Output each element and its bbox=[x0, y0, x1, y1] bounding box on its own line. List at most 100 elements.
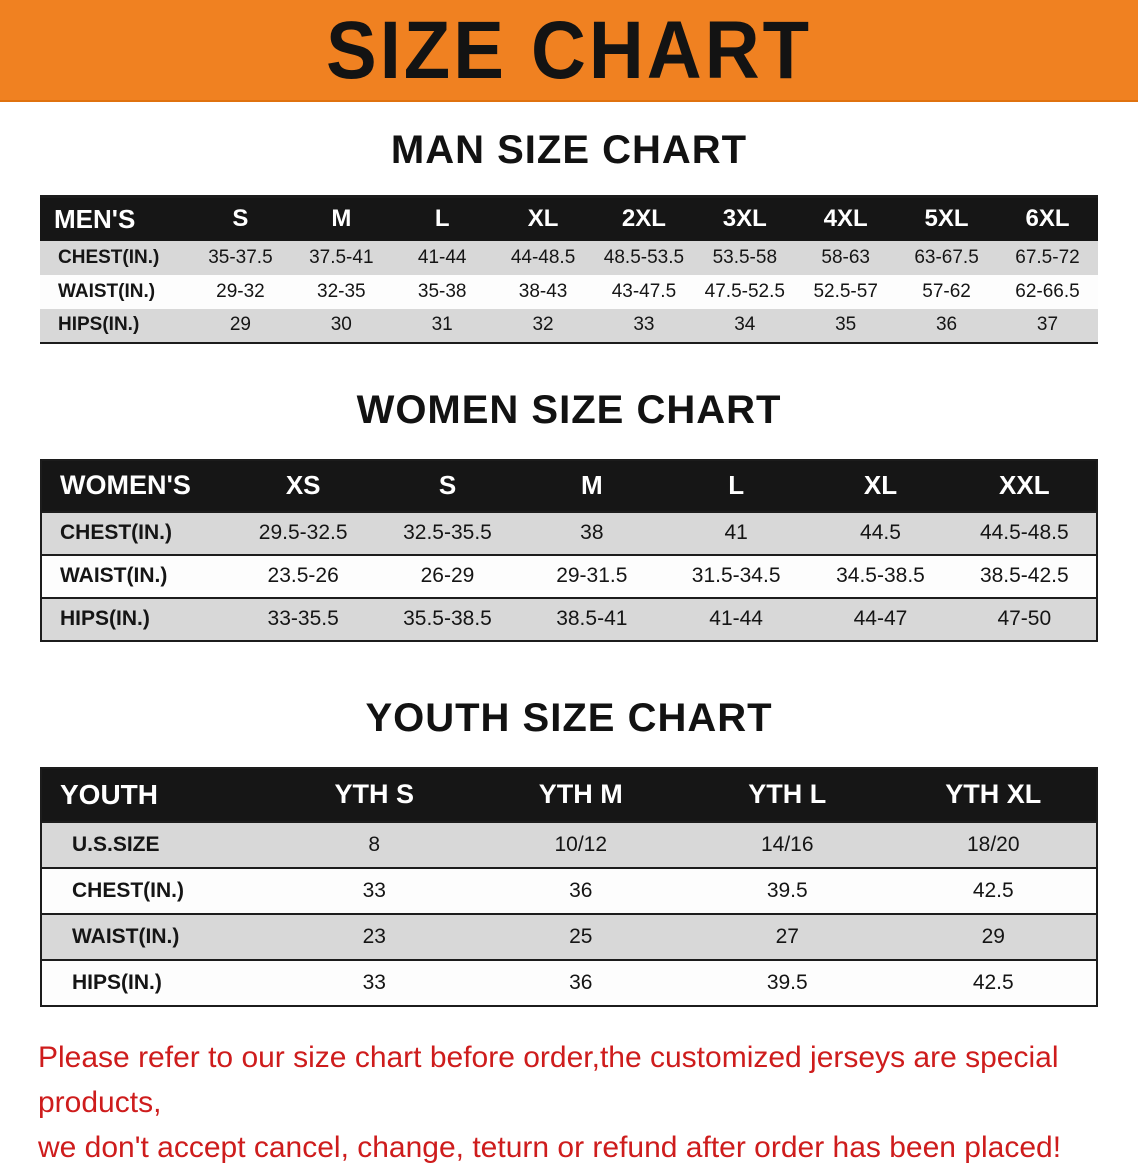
size-value-cell: 29 bbox=[190, 308, 291, 343]
size-value-cell: 26-29 bbox=[375, 553, 520, 598]
size-value-cell: 29.5-32.5 bbox=[231, 510, 376, 555]
size-value-cell: 37.5-41 bbox=[290, 240, 392, 275]
size-value-cell: 23 bbox=[271, 912, 478, 960]
womens-section: WOMEN SIZE CHART WOMEN'S XS S M L XL XXL CHEST(… bbox=[0, 388, 1138, 642]
size-value-cell: 52.5-57 bbox=[795, 274, 897, 309]
size-value-cell: 47-50 bbox=[952, 596, 1097, 641]
size-value-cell: 32 bbox=[492, 308, 594, 343]
table-title-cell: WOMEN'S bbox=[41, 459, 231, 512]
size-value-cell: 57-62 bbox=[896, 274, 997, 309]
size-value-cell: 42.5 bbox=[890, 866, 1097, 914]
size-column-header: YTH S bbox=[271, 767, 478, 822]
size-value-cell: 38 bbox=[519, 510, 664, 555]
disclaimer-line-2: we don't accept cancel, change, teturn o… bbox=[38, 1130, 1062, 1164]
mens-section-heading: MAN SIZE CHART bbox=[390, 128, 748, 172]
size-column-header: 4XL bbox=[795, 196, 897, 241]
size-column-header: 6XL bbox=[997, 196, 1098, 241]
size-column-header: XL bbox=[492, 196, 594, 241]
row-label: WAIST(IN.) bbox=[40, 274, 190, 309]
banner: SIZE CHART bbox=[0, 0, 1138, 102]
size-value-cell: 63-67.5 bbox=[896, 240, 997, 275]
size-value-cell: 31.5-34.5 bbox=[663, 553, 809, 598]
row-label: WAIST(IN.) bbox=[41, 553, 231, 598]
size-value-cell: 29 bbox=[890, 912, 1097, 960]
table-row: CHEST(IN.) 33 36 39.5 42.5 bbox=[41, 866, 1097, 914]
page-title: SIZE CHART bbox=[326, 4, 812, 96]
size-value-cell: 38.5-42.5 bbox=[952, 553, 1097, 598]
size-value-cell: 35-37.5 bbox=[190, 240, 291, 275]
table-header-row: WOMEN'S XS S M L XL XXL bbox=[41, 459, 1097, 512]
table-header-row: MEN'S S M L XL 2XL 3XL 4XL 5XL 6XL bbox=[40, 196, 1098, 241]
size-column-header: M bbox=[519, 459, 664, 512]
disclaimer: Please refer to our size chart before or… bbox=[38, 1035, 1100, 1170]
size-column-header: L bbox=[663, 459, 809, 512]
size-value-cell: 53.5-58 bbox=[694, 240, 796, 275]
table-row: WAIST(IN.) 23 25 27 29 bbox=[41, 912, 1097, 960]
womens-size-table: WOMEN'S XS S M L XL XXL CHEST(IN.) 29.5-32.5 32.5… bbox=[40, 458, 1098, 642]
table-header-row: YOUTH YTH S YTH M YTH L YTH XL bbox=[41, 767, 1097, 822]
table-row: HIPS(IN.) 33-35.5 35.5-38.5 38.5-41 41-44 44-… bbox=[41, 596, 1097, 641]
mens-section: MAN SIZE CHART MEN'S S M L XL 2XL 3XL 4XL 5XL 6XL… bbox=[0, 128, 1138, 344]
size-value-cell: 37 bbox=[997, 308, 1098, 343]
row-label: CHEST(IN.) bbox=[40, 240, 190, 275]
row-label: HIPS(IN.) bbox=[41, 596, 231, 641]
size-value-cell: 41-44 bbox=[663, 596, 809, 641]
table-row: CHEST(IN.) 29.5-32.5 32.5-35.5 38 41 44.5 44.5… bbox=[41, 510, 1097, 555]
size-value-cell: 44.5 bbox=[808, 510, 953, 555]
womens-section-heading: WOMEN SIZE CHART bbox=[356, 387, 782, 432]
size-value-cell: 33 bbox=[593, 308, 695, 343]
size-value-cell: 44-48.5 bbox=[492, 240, 594, 275]
size-value-cell: 36 bbox=[477, 866, 684, 914]
size-value-cell: 44-47 bbox=[808, 596, 953, 641]
row-label: CHEST(IN.) bbox=[41, 866, 271, 914]
size-column-header: S bbox=[375, 459, 520, 512]
size-value-cell: 36 bbox=[896, 308, 997, 343]
table-title-cell: MEN'S bbox=[40, 196, 190, 241]
size-value-cell: 33 bbox=[271, 866, 478, 914]
size-value-cell: 44.5-48.5 bbox=[952, 510, 1097, 555]
table-row: WAIST(IN.) 29-32 32-35 35-38 38-43 43-47.5 47.… bbox=[40, 274, 1098, 309]
size-value-cell: 35 bbox=[795, 308, 897, 343]
size-value-cell: 47.5-52.5 bbox=[694, 274, 796, 309]
disclaimer-line-1: Please refer to our size chart before or… bbox=[38, 1040, 1059, 1119]
table-row: WAIST(IN.) 23.5-26 26-29 29-31.5 31.5-34.5 34… bbox=[41, 553, 1097, 598]
size-column-header: YTH L bbox=[684, 767, 891, 822]
size-value-cell: 62-66.5 bbox=[997, 274, 1098, 309]
table-row: HIPS(IN.) 29 30 31 32 33 34 35 36 37 bbox=[40, 308, 1098, 343]
size-value-cell: 39.5 bbox=[684, 958, 891, 1006]
size-value-cell: 34.5-38.5 bbox=[808, 553, 953, 598]
row-label: U.S.SIZE bbox=[41, 820, 271, 868]
size-value-cell: 67.5-72 bbox=[997, 240, 1098, 275]
size-value-cell: 41-44 bbox=[391, 240, 493, 275]
size-value-cell: 31 bbox=[391, 308, 493, 343]
size-column-header: S bbox=[190, 196, 291, 241]
size-value-cell: 41 bbox=[663, 510, 809, 555]
size-value-cell: 48.5-53.5 bbox=[593, 240, 695, 275]
size-column-header: L bbox=[391, 196, 493, 241]
size-value-cell: 35.5-38.5 bbox=[375, 596, 520, 641]
youth-section-heading: YOUTH SIZE CHART bbox=[365, 695, 773, 740]
size-value-cell: 30 bbox=[290, 308, 392, 343]
size-value-cell: 38-43 bbox=[492, 274, 594, 309]
size-column-header: YTH XL bbox=[890, 767, 1097, 822]
size-value-cell: 34 bbox=[694, 308, 796, 343]
size-value-cell: 23.5-26 bbox=[231, 553, 376, 598]
size-value-cell: 29-31.5 bbox=[519, 553, 664, 598]
size-value-cell: 43-47.5 bbox=[593, 274, 695, 309]
size-value-cell: 58-63 bbox=[795, 240, 897, 275]
table-row: U.S.SIZE 8 10/12 14/16 18/20 bbox=[41, 820, 1097, 868]
size-value-cell: 42.5 bbox=[890, 958, 1097, 1006]
row-label: HIPS(IN.) bbox=[40, 308, 190, 343]
size-column-header: XXL bbox=[952, 459, 1097, 512]
size-value-cell: 32-35 bbox=[290, 274, 392, 309]
size-value-cell: 33-35.5 bbox=[231, 596, 376, 641]
size-value-cell: 36 bbox=[477, 958, 684, 1006]
table-row: CHEST(IN.) 35-37.5 37.5-41 41-44 44-48.5 48.5… bbox=[40, 240, 1098, 275]
row-label: WAIST(IN.) bbox=[41, 912, 271, 960]
size-value-cell: 38.5-41 bbox=[519, 596, 664, 641]
size-column-header: XS bbox=[231, 459, 376, 512]
size-column-header: 2XL bbox=[593, 196, 695, 241]
size-value-cell: 33 bbox=[271, 958, 478, 1006]
size-column-header: 5XL bbox=[896, 196, 997, 241]
